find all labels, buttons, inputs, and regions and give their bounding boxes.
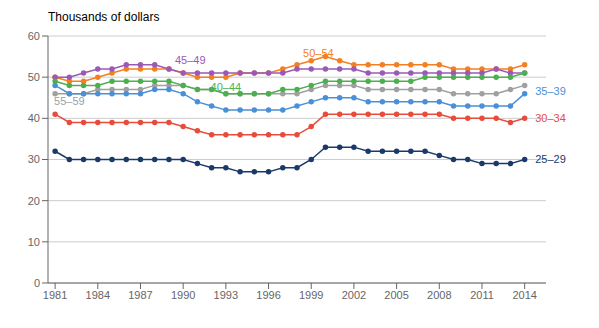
- svg-text:40: 40: [28, 112, 40, 124]
- svg-text:60: 60: [28, 30, 40, 42]
- svg-text:2008: 2008: [427, 289, 451, 301]
- svg-text:1996: 1996: [256, 289, 280, 301]
- svg-text:30: 30: [28, 153, 40, 165]
- svg-text:1987: 1987: [128, 289, 152, 301]
- svg-text:50–54: 50–54: [303, 47, 334, 59]
- svg-text:35–39: 35–39: [535, 85, 566, 97]
- svg-text:2014: 2014: [512, 289, 536, 301]
- svg-text:2005: 2005: [384, 289, 408, 301]
- svg-text:45–49: 45–49: [175, 54, 206, 66]
- svg-text:2002: 2002: [342, 289, 366, 301]
- svg-text:55–59: 55–59: [54, 95, 85, 107]
- svg-text:1981: 1981: [43, 289, 67, 301]
- html-text:Thousands of dollars: Thousands of dollars: [48, 10, 160, 24]
- svg-text:1993: 1993: [214, 289, 238, 301]
- svg-text:1990: 1990: [171, 289, 195, 301]
- svg-text:1984: 1984: [86, 289, 110, 301]
- svg-text:50: 50: [28, 71, 40, 83]
- svg-text:25–29: 25–29: [535, 153, 566, 165]
- svg-text:1999: 1999: [299, 289, 323, 301]
- svg-text:40–44: 40–44: [211, 81, 242, 93]
- svg-text:10: 10: [28, 236, 40, 248]
- svg-text:0: 0: [34, 277, 40, 289]
- svg-text:30–34: 30–34: [535, 112, 566, 124]
- svg-text:2011: 2011: [470, 289, 494, 301]
- svg-text:20: 20: [28, 195, 40, 207]
